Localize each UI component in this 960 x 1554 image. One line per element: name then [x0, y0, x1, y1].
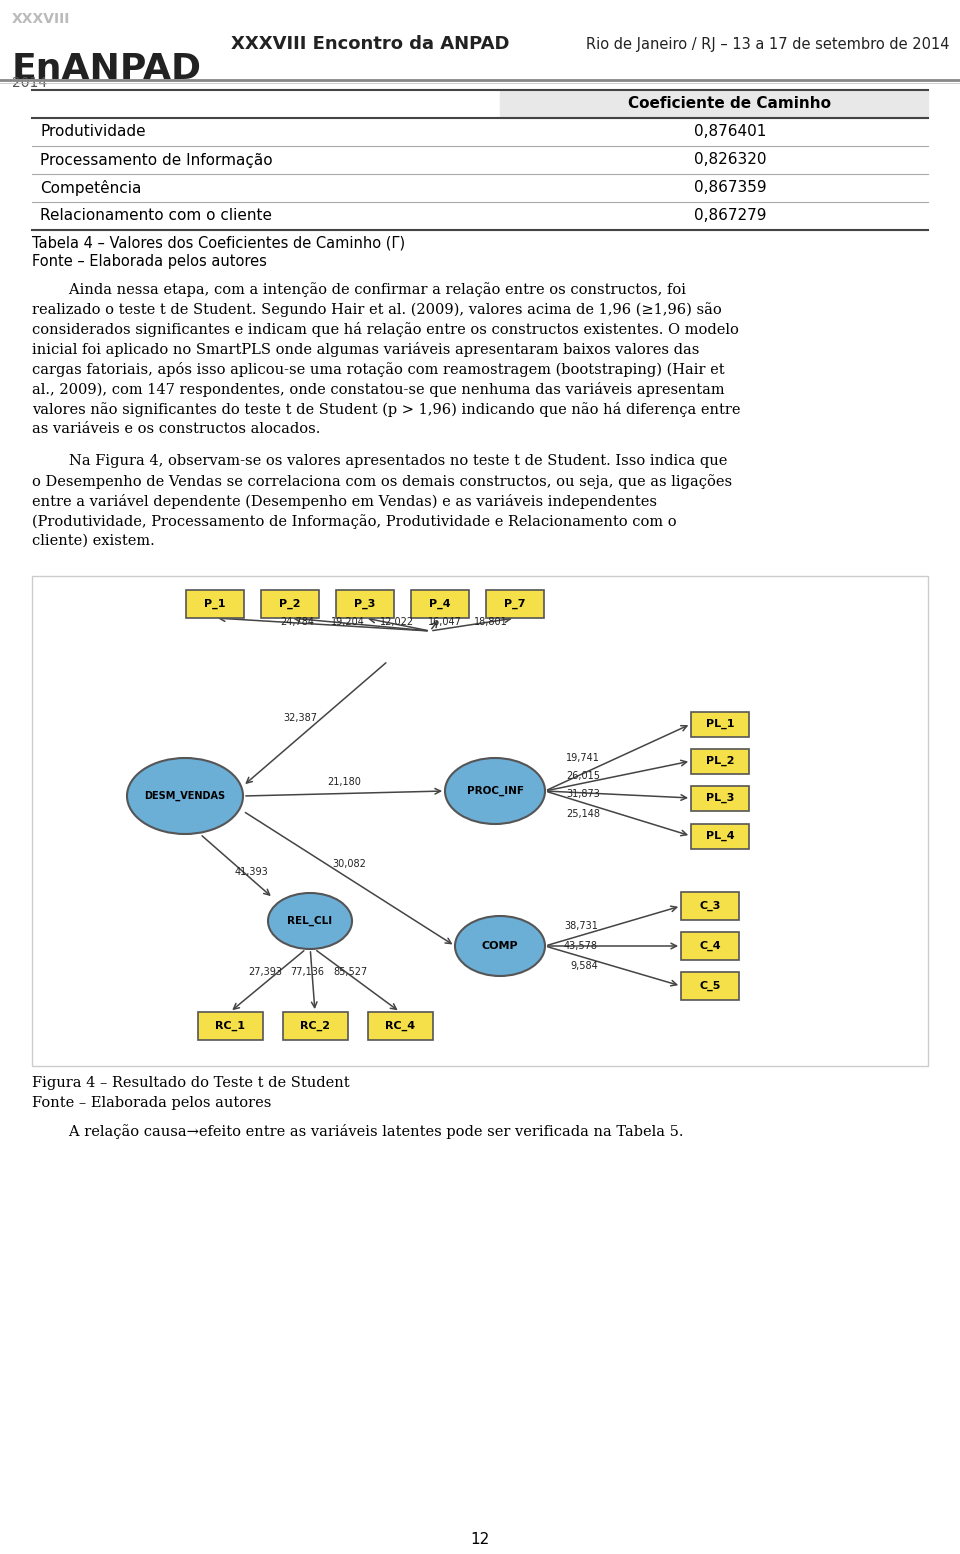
Text: 9,584: 9,584: [570, 960, 598, 971]
Ellipse shape: [455, 915, 545, 976]
Text: 0,876401: 0,876401: [694, 124, 766, 140]
Text: considerados significantes e indicam que há relação entre os constructos existen: considerados significantes e indicam que…: [32, 322, 739, 337]
Text: XXXVIII Encontro da ANPAD: XXXVIII Encontro da ANPAD: [230, 36, 509, 53]
Text: cargas fatoriais, após isso aplicou-se uma rotação com reamostragem (bootstrapin: cargas fatoriais, após isso aplicou-se u…: [32, 362, 725, 378]
Text: 26,015: 26,015: [566, 771, 600, 782]
Text: PL_3: PL_3: [706, 793, 734, 803]
FancyBboxPatch shape: [411, 591, 469, 618]
Text: PROC_INF: PROC_INF: [467, 786, 523, 796]
Text: 18,801: 18,801: [473, 617, 508, 626]
FancyBboxPatch shape: [681, 932, 739, 960]
Text: (Produtividade, Processamento de Informação, Produtividade e Relacionamento com : (Produtividade, Processamento de Informa…: [32, 514, 677, 528]
Text: P_7: P_7: [504, 598, 526, 609]
Text: Fonte – Elaborada pelos autores: Fonte – Elaborada pelos autores: [32, 253, 267, 269]
Text: Produtividade: Produtividade: [40, 124, 146, 140]
Text: COMP: COMP: [482, 942, 518, 951]
Text: Tabela 4 – Valores dos Coeficientes de Caminho (Γ): Tabela 4 – Valores dos Coeficientes de C…: [32, 236, 405, 252]
Text: REL_CLI: REL_CLI: [287, 915, 332, 926]
Text: o Desempenho de Vendas se correlaciona com os demais constructos, ou seja, que a: o Desempenho de Vendas se correlaciona c…: [32, 474, 732, 490]
Text: Relacionamento com o cliente: Relacionamento com o cliente: [40, 208, 272, 224]
Text: as variáveis e os constructos alocados.: as variáveis e os constructos alocados.: [32, 423, 321, 437]
Text: 0,826320: 0,826320: [694, 152, 766, 168]
Text: 30,082: 30,082: [332, 858, 366, 869]
Text: PL_4: PL_4: [706, 831, 734, 841]
FancyBboxPatch shape: [691, 749, 749, 774]
Bar: [0, 0, 960, 79]
Text: 2014: 2014: [12, 76, 47, 90]
Text: Figura 4 – Resultado do Teste t de Student: Figura 4 – Resultado do Teste t de Stude…: [32, 1075, 349, 1089]
Text: 19,741: 19,741: [566, 752, 600, 763]
Text: inicial foi aplicado no SmartPLS onde algumas variáveis apresentaram baixos valo: inicial foi aplicado no SmartPLS onde al…: [32, 342, 700, 357]
Text: C_5: C_5: [699, 981, 721, 991]
Text: P_4: P_4: [429, 598, 451, 609]
FancyBboxPatch shape: [282, 1012, 348, 1040]
FancyBboxPatch shape: [691, 712, 749, 737]
FancyBboxPatch shape: [198, 1012, 262, 1040]
Text: Competência: Competência: [40, 180, 141, 196]
Text: DESM_VENDAS: DESM_VENDAS: [144, 791, 226, 802]
Text: valores não significantes do teste t de Student (p > 1,96) indicando que não há : valores não significantes do teste t de …: [32, 402, 740, 416]
Text: P_1: P_1: [204, 598, 226, 609]
Text: 32,387: 32,387: [283, 713, 318, 724]
Text: Ainda nessa etapa, com a intenção de confirmar a relação entre os constructos, f: Ainda nessa etapa, com a intenção de con…: [32, 281, 686, 297]
Text: Rio de Janeiro / RJ – 13 a 17 de setembro de 2014: Rio de Janeiro / RJ – 13 a 17 de setembr…: [587, 36, 950, 51]
Bar: [32, 577, 928, 1066]
FancyBboxPatch shape: [336, 591, 394, 618]
Text: P_2: P_2: [279, 598, 300, 609]
Text: RC_1: RC_1: [215, 1021, 245, 1032]
Text: 0,867359: 0,867359: [694, 180, 766, 196]
Text: C_4: C_4: [699, 940, 721, 951]
Text: 41,393: 41,393: [235, 867, 269, 878]
Text: Processamento de Informação: Processamento de Informação: [40, 152, 273, 168]
Text: P_3: P_3: [354, 598, 375, 609]
Ellipse shape: [445, 758, 545, 824]
Text: 16,047: 16,047: [428, 617, 462, 626]
FancyBboxPatch shape: [691, 785, 749, 811]
FancyBboxPatch shape: [486, 591, 544, 618]
Text: 31,873: 31,873: [566, 789, 600, 799]
Text: EnANPAD: EnANPAD: [12, 51, 202, 85]
Text: al., 2009), com 147 respondentes, onde constatou-se que nenhuma das variáveis ap: al., 2009), com 147 respondentes, onde c…: [32, 382, 725, 396]
Text: 19,204: 19,204: [331, 617, 365, 626]
FancyBboxPatch shape: [186, 591, 244, 618]
Ellipse shape: [127, 758, 243, 834]
FancyBboxPatch shape: [261, 591, 319, 618]
Text: RC_4: RC_4: [385, 1021, 415, 1032]
Text: 77,136: 77,136: [291, 968, 324, 977]
Text: 12,022: 12,022: [380, 617, 415, 626]
Text: 25,148: 25,148: [566, 808, 600, 819]
Ellipse shape: [268, 894, 352, 949]
Text: 12: 12: [470, 1532, 490, 1548]
Text: 43,578: 43,578: [564, 942, 598, 951]
Text: 0,867279: 0,867279: [694, 208, 766, 224]
Text: XXXVIII: XXXVIII: [12, 12, 70, 26]
Text: PL_1: PL_1: [706, 720, 734, 729]
Text: Fonte – Elaborada pelos autores: Fonte – Elaborada pelos autores: [32, 1096, 272, 1110]
Text: RC_2: RC_2: [300, 1021, 330, 1032]
FancyBboxPatch shape: [681, 971, 739, 1001]
Text: PL_2: PL_2: [706, 755, 734, 766]
Text: entre a variável dependente (Desempenho em Vendas) e as variáveis independentes: entre a variável dependente (Desempenho …: [32, 494, 657, 510]
Text: Na Figura 4, observam-se os valores apresentados no teste t de Student. Isso ind: Na Figura 4, observam-se os valores apre…: [32, 454, 728, 468]
Text: 24,784: 24,784: [280, 617, 315, 626]
Text: 27,393: 27,393: [248, 968, 282, 977]
FancyBboxPatch shape: [691, 824, 749, 848]
Text: A relação causa→efeito entre as variáveis latentes pode ser verificada na Tabela: A relação causa→efeito entre as variávei…: [32, 1124, 684, 1139]
Text: 85,527: 85,527: [333, 968, 367, 977]
Text: C_3: C_3: [699, 901, 721, 911]
Text: 38,731: 38,731: [564, 922, 598, 931]
FancyBboxPatch shape: [681, 892, 739, 920]
Text: Coeficiente de Caminho: Coeficiente de Caminho: [629, 96, 831, 112]
Bar: [500, 90, 928, 118]
Text: realizado o teste t de Student. Segundo Hair et al. (2009), valores acima de 1,9: realizado o teste t de Student. Segundo …: [32, 301, 722, 317]
FancyBboxPatch shape: [368, 1012, 433, 1040]
Text: cliente) existem.: cliente) existem.: [32, 535, 155, 549]
Text: 21,180: 21,180: [327, 777, 361, 786]
